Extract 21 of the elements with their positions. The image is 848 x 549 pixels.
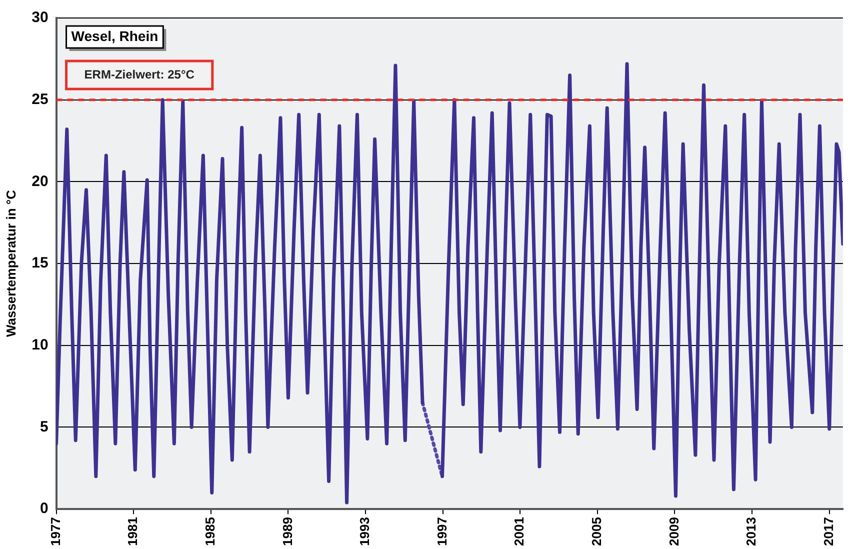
ref-line-label: ERM-Zielwert: 25°C — [84, 67, 195, 82]
x-tick-label: 2017 — [820, 517, 836, 546]
y-tick-label: 0 — [40, 500, 48, 518]
y-tick-label: 15 — [32, 254, 48, 272]
x-tick-label: 1985 — [202, 517, 218, 546]
x-tick-label: 1977 — [48, 517, 63, 546]
x-tick-label: 1989 — [280, 517, 295, 546]
annotation: Wesel, Rhein — [71, 28, 158, 44]
y-tick-label: 5 — [40, 418, 48, 436]
y-axis-title: Wassertemperatur in °C — [3, 189, 18, 338]
x-tick-label: 2009 — [666, 517, 682, 546]
x-tick-label: 1981 — [125, 517, 140, 546]
x-tick-label: 2001 — [512, 517, 527, 546]
y-tick-label: 30 — [32, 9, 48, 26]
x-tick-label: 1993 — [357, 517, 372, 546]
y-tick-label: 20 — [32, 172, 48, 190]
x-tick-label: 2013 — [744, 517, 759, 546]
x-tick-label: 2005 — [589, 517, 604, 546]
x-tick-label: 1997 — [434, 517, 450, 546]
y-tick-label: 10 — [32, 336, 48, 354]
y-tick-label: 25 — [32, 90, 48, 108]
